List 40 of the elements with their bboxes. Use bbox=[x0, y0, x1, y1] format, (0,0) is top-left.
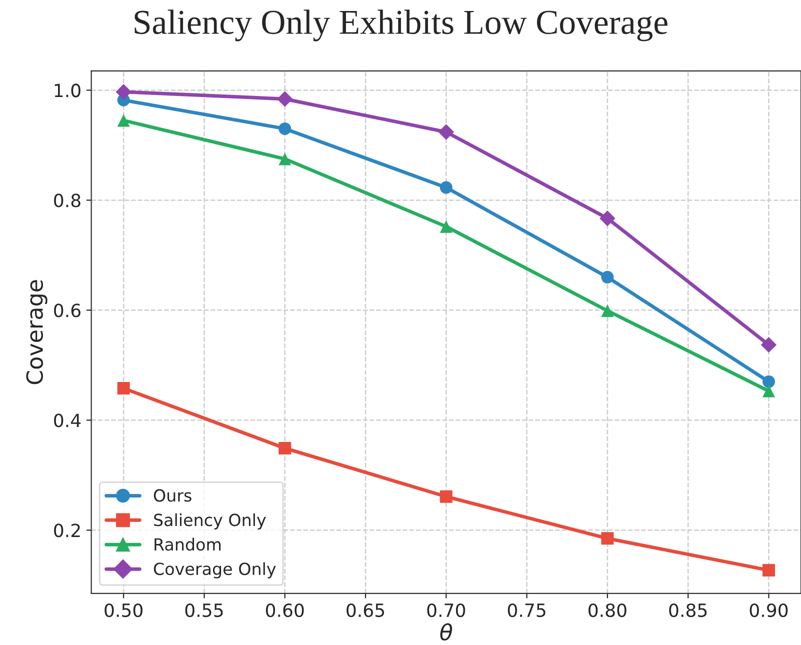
y-tick-label: 0.8 bbox=[54, 194, 80, 208]
y-tick-label: 0.4 bbox=[54, 414, 81, 428]
x-tick-label: 0.90 bbox=[750, 603, 788, 618]
point bbox=[440, 220, 452, 233]
point bbox=[601, 304, 614, 317]
y-tick-label: 0.6 bbox=[54, 304, 80, 318]
point bbox=[117, 114, 130, 127]
point bbox=[278, 152, 292, 166]
point bbox=[760, 336, 777, 353]
x-tick-label: 0.85 bbox=[669, 603, 707, 618]
x-tick-label: 0.50 bbox=[104, 603, 142, 618]
legend-label: Saliency Only bbox=[154, 513, 266, 530]
point bbox=[601, 532, 614, 545]
legend-label: Coverage Only bbox=[154, 562, 276, 578]
x-tick-label: 0.75 bbox=[508, 603, 546, 618]
point bbox=[440, 181, 452, 194]
y-tick-label: 0.2 bbox=[54, 524, 80, 538]
x-tick-label: 0.60 bbox=[266, 603, 304, 618]
point bbox=[277, 91, 293, 107]
point bbox=[278, 442, 292, 454]
point bbox=[762, 375, 775, 388]
x-tick-label: 0.65 bbox=[346, 603, 384, 618]
x-tick-label: 0.55 bbox=[185, 603, 223, 618]
point bbox=[440, 490, 452, 503]
x-tick-label: 0.70 bbox=[427, 603, 466, 618]
x-tick-label: 0.80 bbox=[588, 603, 626, 618]
point bbox=[762, 384, 775, 398]
point bbox=[278, 122, 292, 135]
chart-title: Saliency Only Exhibits Low Coverage bbox=[134, 10, 668, 42]
legend-label: Random bbox=[154, 538, 221, 551]
point bbox=[601, 270, 614, 284]
point bbox=[438, 124, 454, 140]
y-axis-title: Coverage bbox=[26, 280, 48, 384]
point bbox=[116, 84, 132, 100]
legend-label: Ours bbox=[154, 489, 192, 502]
point bbox=[117, 382, 130, 395]
point bbox=[600, 210, 616, 226]
point bbox=[762, 564, 775, 577]
y-tick-label: 1.0 bbox=[54, 84, 80, 98]
x-axis-title: θ bbox=[440, 623, 452, 641]
